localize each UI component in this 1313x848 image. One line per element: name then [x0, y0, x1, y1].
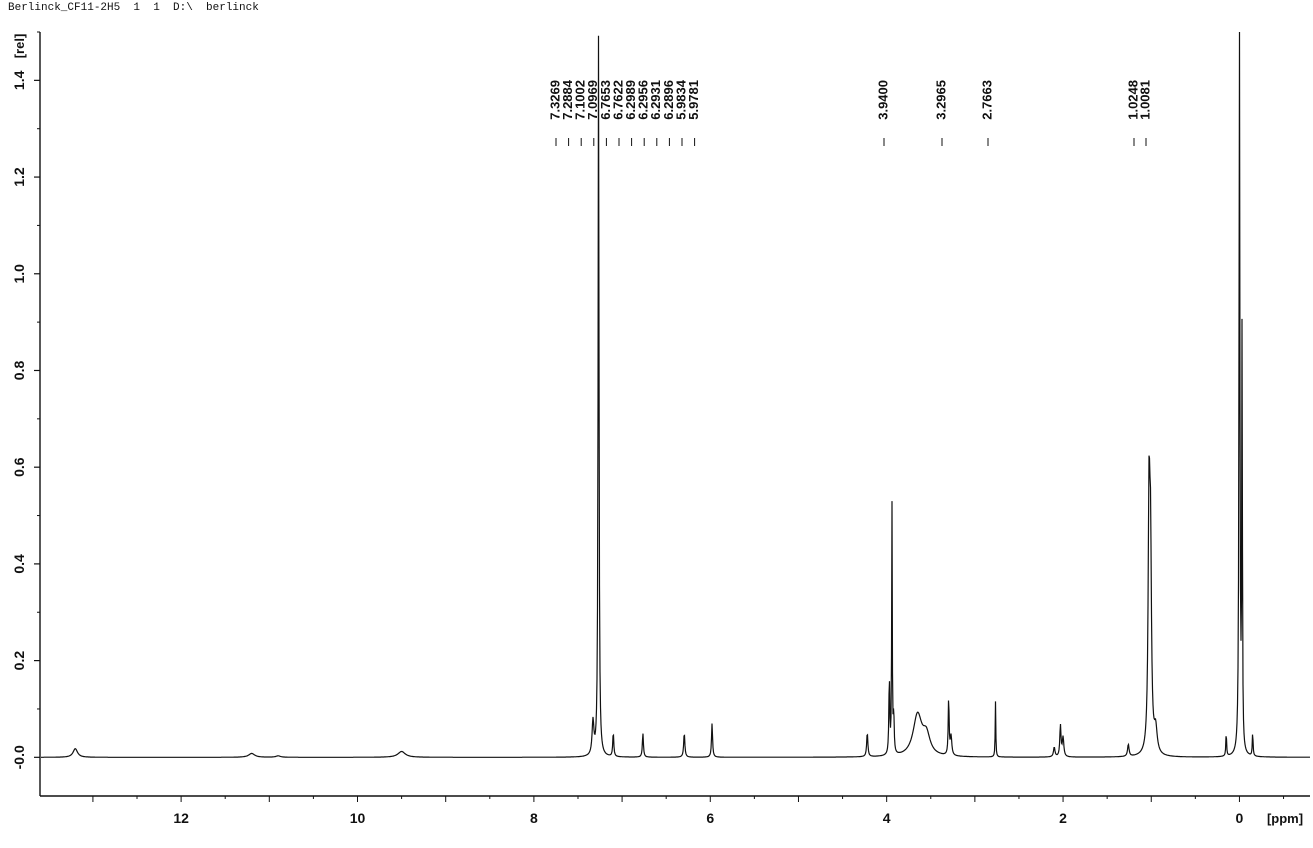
x-tick-label: 8	[530, 810, 538, 826]
x-tick-label: 4	[883, 810, 891, 826]
y-axis-title: [rel]	[12, 34, 27, 59]
peak-label: 5.9834	[673, 79, 688, 120]
peak-label: 3.9400	[875, 80, 890, 120]
peak-label: 7.2884	[560, 79, 575, 120]
y-tick-label: 0.8	[11, 361, 27, 381]
peak-label: 3.2965	[933, 80, 948, 120]
x-tick-label: 10	[350, 810, 366, 826]
peak-label: 5.9781	[686, 80, 701, 120]
spectrum-header-label: Berlinck_CF11-2H5 1 1 D:\ berlinck	[8, 2, 259, 14]
x-tick-label: 2	[1059, 810, 1067, 826]
x-axis-title: [ppm]	[1267, 811, 1303, 826]
y-tick-label: 0.6	[11, 457, 27, 477]
peak-label: 6.2931	[648, 80, 663, 120]
x-tick-label: 6	[706, 810, 714, 826]
x-tick-label: 0	[1236, 810, 1244, 826]
spectrum-trace	[41, 31, 1310, 758]
peak-label: 7.1002	[573, 80, 588, 120]
y-tick-label: 1.4	[11, 70, 27, 90]
peak-label: 7.3269	[547, 80, 562, 120]
peak-label: 6.2989	[623, 80, 638, 120]
peak-label: 6.2896	[661, 80, 676, 120]
peak-label: 6.2956	[636, 80, 651, 120]
peak-label: 1.0081	[1137, 80, 1152, 120]
peak-label: 7.0969	[585, 80, 600, 120]
y-tick-label: 0.2	[11, 651, 27, 671]
peak-label: 6.7622	[610, 80, 625, 120]
y-tick-label: 0.4	[11, 554, 27, 574]
peak-label: 1.0248	[1125, 80, 1140, 120]
x-tick-label: 12	[173, 810, 189, 826]
peak-label: 6.7653	[598, 80, 613, 120]
peak-label: 2.7663	[979, 80, 994, 120]
y-tick-label: -0.0	[11, 745, 27, 769]
y-tick-label: 1.2	[11, 167, 27, 187]
y-tick-label: 1.0	[11, 264, 27, 284]
